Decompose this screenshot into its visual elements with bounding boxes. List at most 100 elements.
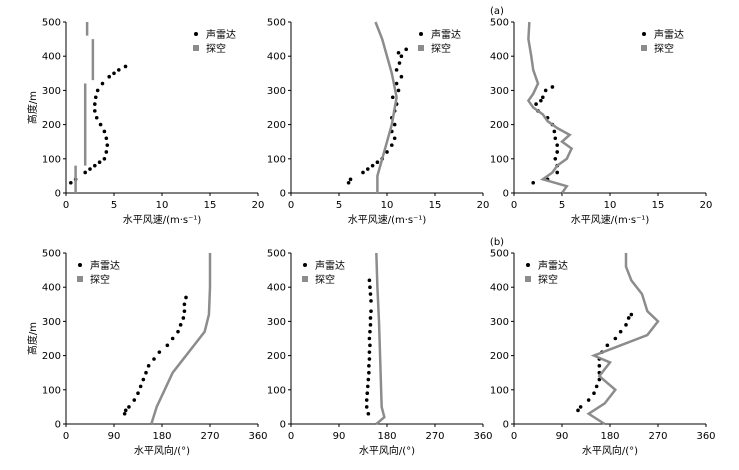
sodar-point bbox=[367, 278, 372, 283]
x-tick-label: 270 bbox=[200, 431, 219, 442]
legend-label: 声雷达 bbox=[90, 259, 120, 272]
sodar-point bbox=[597, 377, 602, 382]
sodar-point bbox=[396, 50, 401, 55]
sodar-point bbox=[104, 150, 109, 154]
sodar-point bbox=[182, 302, 187, 307]
sodar-point bbox=[394, 68, 399, 72]
sodar-point bbox=[367, 350, 372, 354]
sounding-line bbox=[150, 253, 212, 425]
y-tick-label: 400 bbox=[267, 283, 286, 294]
sodar-point bbox=[364, 405, 369, 409]
legend-marker bbox=[77, 276, 83, 282]
sodar-point bbox=[368, 292, 373, 296]
y-tick-label: 400 bbox=[42, 52, 61, 63]
sodar-point bbox=[366, 384, 370, 389]
sounding-line bbox=[374, 21, 398, 193]
x-tick-label: 90 bbox=[556, 431, 569, 442]
x-tick-label: 180 bbox=[152, 431, 171, 442]
x-tick-label: 0 bbox=[63, 200, 69, 211]
y-tick-label: 300 bbox=[42, 317, 61, 328]
x-tick-label: 20 bbox=[700, 200, 713, 211]
x-tick-label: 5 bbox=[111, 200, 117, 211]
y-tick-label: 500 bbox=[42, 18, 61, 29]
sodar-point bbox=[176, 329, 180, 334]
x-tick-label: 10 bbox=[381, 200, 394, 211]
sodar-point bbox=[141, 377, 146, 382]
sodar-point bbox=[178, 323, 183, 327]
sodar-point bbox=[127, 405, 131, 409]
sodar-point bbox=[348, 177, 353, 182]
sodar-point bbox=[361, 170, 365, 175]
sodar-point bbox=[399, 74, 404, 79]
sodar-point bbox=[396, 88, 401, 93]
legend-label: 声雷达 bbox=[206, 28, 236, 41]
x-tick-label: 5 bbox=[336, 200, 342, 211]
sodar-point bbox=[368, 323, 373, 327]
sodar-point bbox=[624, 323, 628, 327]
sodar-point bbox=[94, 115, 99, 120]
sodar-point bbox=[555, 143, 559, 147]
sodar-point bbox=[539, 98, 543, 103]
y-tick-label: 300 bbox=[267, 86, 286, 97]
legend-marker bbox=[419, 32, 423, 36]
sodar-point bbox=[365, 391, 370, 396]
y-tick-label: 200 bbox=[42, 120, 61, 131]
sodar-point bbox=[390, 143, 394, 147]
sodar-point bbox=[368, 316, 373, 320]
y-tick-label: 0 bbox=[503, 189, 509, 200]
sodar-point bbox=[123, 408, 128, 413]
x-tick-label: 0 bbox=[63, 431, 69, 442]
sodar-point bbox=[618, 329, 623, 334]
sodar-point bbox=[112, 71, 116, 76]
x-axis-label: 水平风速/(m·s⁻¹) bbox=[123, 214, 202, 226]
sodar-point bbox=[368, 285, 372, 290]
sodar-point bbox=[367, 336, 372, 341]
legend-label: 探空 bbox=[206, 42, 226, 55]
y-tick-label: 300 bbox=[42, 86, 61, 97]
x-axis-label: 水平风向/(°) bbox=[359, 444, 415, 457]
sodar-point bbox=[368, 343, 372, 348]
y-tick-label: 0 bbox=[280, 420, 286, 431]
x-tick-label: 0 bbox=[511, 431, 517, 442]
sodar-point bbox=[97, 160, 102, 165]
sodar-point bbox=[102, 157, 107, 161]
sodar-point bbox=[69, 180, 73, 185]
x-tick-label: 10 bbox=[604, 200, 617, 211]
x-tick-label: 180 bbox=[377, 431, 396, 442]
sodar-point bbox=[98, 122, 103, 127]
sodar-point bbox=[93, 102, 97, 106]
legend-marker bbox=[418, 45, 424, 51]
sodar-point bbox=[364, 398, 369, 402]
sodar-point bbox=[366, 167, 370, 171]
x-axis-label: 水平风向/(°) bbox=[134, 444, 190, 457]
sodar-point bbox=[605, 343, 610, 348]
sodar-point bbox=[543, 88, 548, 93]
sodar-point bbox=[105, 143, 110, 147]
x-tick-label: 20 bbox=[252, 200, 265, 211]
x-tick-label: 15 bbox=[204, 200, 217, 211]
sounding-line bbox=[586, 253, 660, 426]
sodar-point bbox=[392, 136, 397, 141]
legend-marker bbox=[193, 45, 199, 51]
y-axis-label: 高度/m bbox=[26, 322, 39, 355]
sodar-point bbox=[107, 74, 111, 79]
x-tick-label: 180 bbox=[600, 431, 619, 442]
sodar-point bbox=[104, 136, 109, 141]
x-axis-label: 水平风向/(°) bbox=[582, 444, 638, 457]
legend-label: 探空 bbox=[431, 42, 451, 55]
legend-label: 探空 bbox=[538, 273, 558, 286]
sodar-point bbox=[555, 150, 559, 154]
sodar-point bbox=[93, 109, 97, 113]
legend-marker bbox=[78, 263, 82, 267]
sodar-point bbox=[594, 384, 599, 389]
panel-label: (a) bbox=[490, 6, 504, 17]
legend-label: 声雷达 bbox=[538, 259, 568, 272]
y-axis-label: 高度/m bbox=[26, 91, 39, 124]
sodar-point bbox=[182, 309, 187, 313]
legend-marker bbox=[525, 276, 531, 282]
sodar-point bbox=[346, 180, 351, 185]
y-tick-label: 200 bbox=[267, 120, 286, 131]
x-tick-label: 10 bbox=[156, 200, 169, 211]
sodar-point bbox=[397, 61, 402, 65]
